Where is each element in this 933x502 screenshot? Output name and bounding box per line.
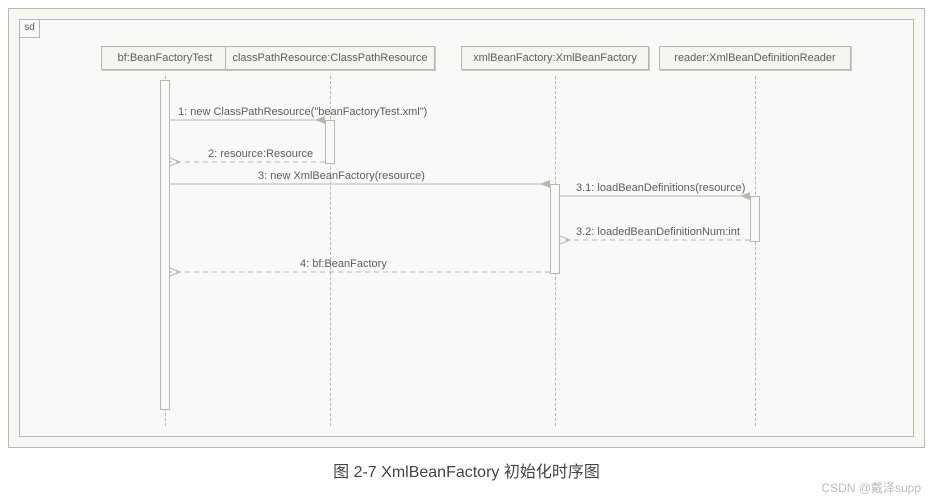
figure-caption: 图 2-7 XmlBeanFactory 初始化时序图 (8, 458, 925, 482)
message-label-6: 4: bf:BeanFactory (300, 258, 387, 270)
lifeline-reader (755, 76, 756, 426)
lifeline-head-xbf: xmlBeanFactory:XmlBeanFactory (461, 46, 649, 70)
lifeline-head-bf: bf:BeanFactoryTest (101, 46, 229, 70)
message-label-1: 1: new ClassPathResource("beanFactoryTes… (178, 106, 427, 118)
lifeline-head-res: classPathResource:ClassPathResource (225, 46, 435, 70)
activation-bf (160, 80, 170, 410)
message-label-3: 3: new XmlBeanFactory(resource) (258, 170, 425, 182)
sd-frame-tag: sd (20, 20, 40, 38)
watermark-text: CSDN @戴泽supp (821, 479, 921, 496)
diagram-outer-panel: sd bf:BeanFactoryTestclassPathResource:C… (8, 8, 925, 448)
message-label-4: 3.1: loadBeanDefinitions(resource) (576, 182, 745, 194)
sequence-diagram-frame: sd bf:BeanFactoryTestclassPathResource:C… (19, 19, 914, 437)
message-label-2: 2: resource:Resource (208, 148, 313, 160)
message-label-5: 3.2: loadedBeanDefinitionNum:int (576, 226, 740, 238)
lifeline-head-reader: reader:XmlBeanDefinitionReader (659, 46, 851, 70)
